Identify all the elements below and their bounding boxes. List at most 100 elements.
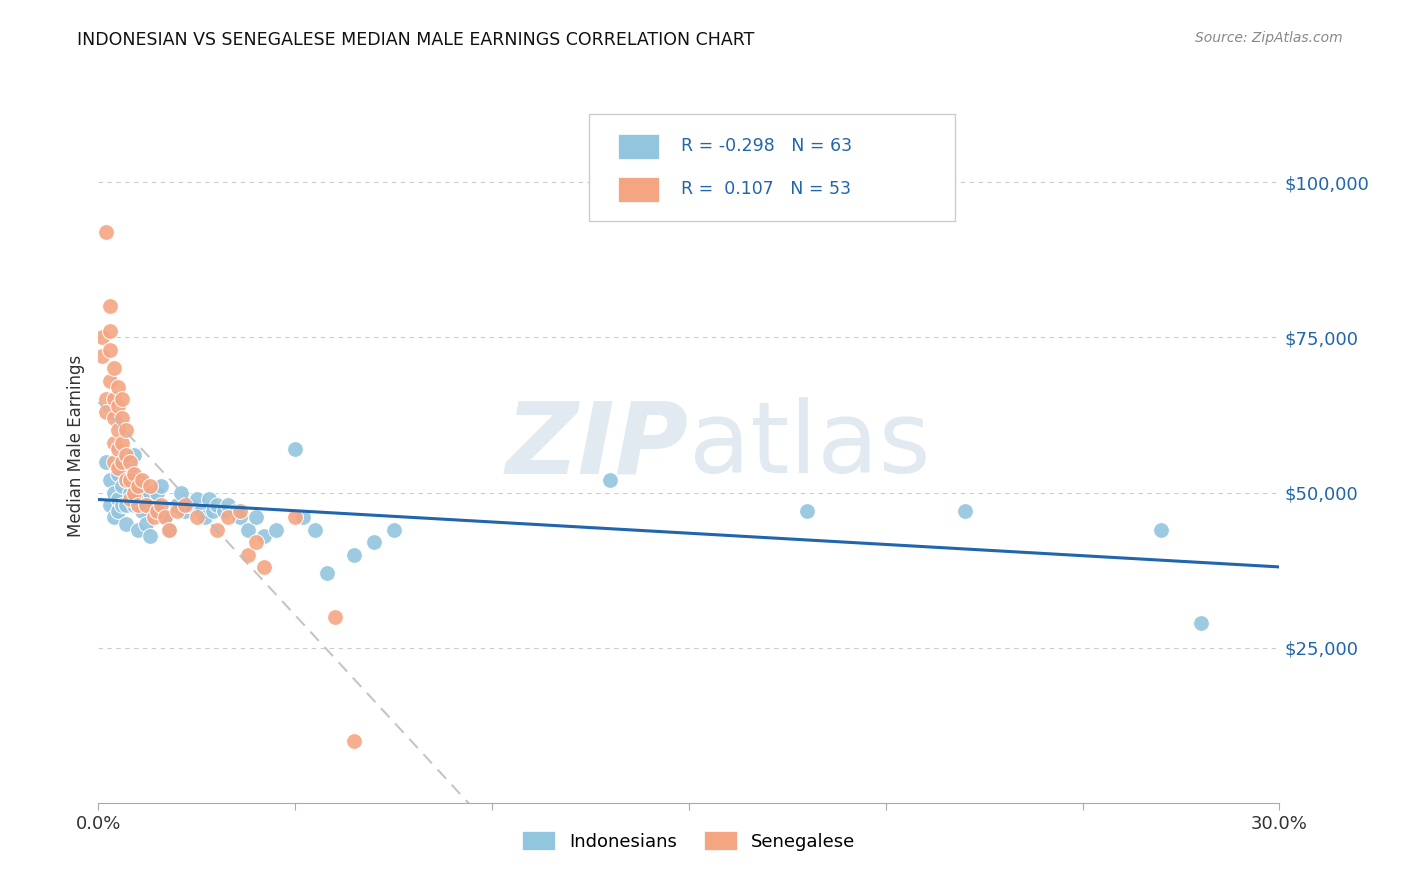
Point	[599, 473, 621, 487]
Point	[118, 454, 141, 468]
Point	[103, 436, 125, 450]
Point	[107, 504, 129, 518]
Point	[107, 442, 129, 456]
Point	[205, 498, 228, 512]
Point	[363, 535, 385, 549]
Point	[796, 504, 818, 518]
Point	[166, 498, 188, 512]
Text: Source: ZipAtlas.com: Source: ZipAtlas.com	[1195, 31, 1343, 45]
Y-axis label: Median Male Earnings: Median Male Earnings	[66, 355, 84, 537]
Point	[96, 405, 118, 419]
Point	[96, 454, 118, 468]
Point	[131, 504, 153, 518]
Point	[142, 510, 165, 524]
Point	[343, 733, 366, 747]
Point	[1150, 523, 1173, 537]
Point	[127, 523, 149, 537]
Point	[98, 374, 121, 388]
Point	[138, 529, 160, 543]
Point	[343, 548, 366, 562]
Point	[214, 504, 236, 518]
Text: atlas: atlas	[689, 398, 931, 494]
Point	[115, 473, 138, 487]
Point	[122, 448, 145, 462]
Point	[118, 473, 141, 487]
Point	[194, 510, 217, 524]
Point	[953, 504, 976, 518]
Point	[98, 324, 121, 338]
Point	[118, 485, 141, 500]
Point	[170, 485, 193, 500]
Point	[111, 498, 134, 512]
Point	[103, 485, 125, 500]
Point	[111, 392, 134, 407]
Point	[127, 473, 149, 487]
Point	[107, 380, 129, 394]
Text: ZIP: ZIP	[506, 398, 689, 494]
Point	[174, 504, 197, 518]
Point	[118, 491, 141, 506]
Point	[96, 392, 118, 407]
Point	[107, 491, 129, 506]
Point	[146, 504, 169, 518]
Point	[1189, 615, 1212, 630]
Point	[111, 436, 134, 450]
Point	[103, 392, 125, 407]
Point	[135, 498, 157, 512]
Point	[174, 498, 197, 512]
Point	[107, 460, 129, 475]
Point	[253, 560, 276, 574]
Point	[127, 498, 149, 512]
Point	[103, 510, 125, 524]
Point	[122, 485, 145, 500]
Point	[236, 548, 259, 562]
Point	[103, 411, 125, 425]
Point	[103, 454, 125, 468]
Point	[107, 467, 129, 481]
Point	[155, 510, 177, 524]
Point	[245, 510, 267, 524]
Point	[217, 510, 239, 524]
Point	[177, 498, 200, 512]
Point	[190, 504, 212, 518]
Point	[111, 454, 134, 468]
Text: R = -0.298   N = 63: R = -0.298 N = 63	[681, 137, 852, 155]
Point	[98, 498, 121, 512]
Point	[197, 491, 219, 506]
Point	[264, 523, 287, 537]
Point	[157, 523, 180, 537]
Point	[155, 510, 177, 524]
Point	[111, 479, 134, 493]
Point	[315, 566, 337, 581]
Point	[236, 523, 259, 537]
Point	[91, 330, 114, 344]
Point	[115, 473, 138, 487]
Point	[91, 349, 114, 363]
Point	[131, 473, 153, 487]
Point	[225, 504, 247, 518]
Point	[98, 343, 121, 357]
Point	[142, 498, 165, 512]
Point	[107, 399, 129, 413]
Point	[186, 510, 208, 524]
Point	[138, 485, 160, 500]
Point	[122, 467, 145, 481]
Point	[284, 510, 307, 524]
Point	[96, 225, 118, 239]
Point	[127, 479, 149, 493]
Point	[245, 535, 267, 549]
Point	[107, 424, 129, 438]
Point	[229, 510, 252, 524]
Point	[111, 411, 134, 425]
FancyBboxPatch shape	[589, 114, 955, 221]
Text: INDONESIAN VS SENEGALESE MEDIAN MALE EARNINGS CORRELATION CHART: INDONESIAN VS SENEGALESE MEDIAN MALE EAR…	[77, 31, 755, 49]
Point	[205, 523, 228, 537]
Point	[284, 442, 307, 456]
Point	[111, 454, 134, 468]
Point	[131, 485, 153, 500]
Point	[115, 516, 138, 531]
Point	[146, 485, 169, 500]
Point	[166, 504, 188, 518]
Point	[122, 498, 145, 512]
Point	[135, 516, 157, 531]
